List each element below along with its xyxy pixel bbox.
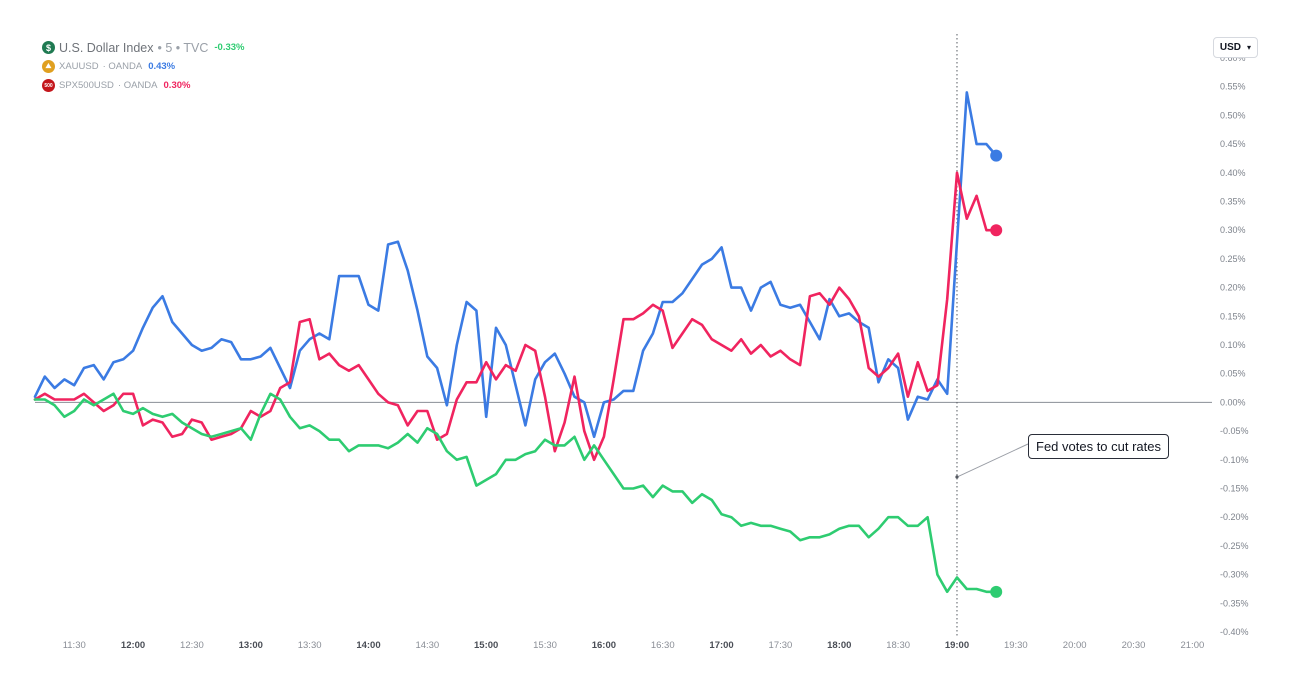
series-line-2 xyxy=(33,392,998,594)
x-tick-label: 14:30 xyxy=(415,640,439,651)
annotation-text: Fed votes to cut rates xyxy=(1036,439,1162,454)
x-tick-label: 17:00 xyxy=(709,640,733,651)
legend-symbol: U.S. Dollar Index xyxy=(59,40,154,55)
series-line-0 xyxy=(33,91,998,439)
x-tick-label: 17:30 xyxy=(769,640,793,651)
y-tick-label: 0.60% xyxy=(1220,53,1246,63)
y-axis: 0.60% 0.55% 0.50% 0.45% 0.40% 0.35% 0.30% 0.25%… xyxy=(1220,53,1249,637)
legend-row-xauusd[interactable]: ⛰ XAUUSD · OANDA 0.43% xyxy=(42,57,245,76)
y-tick-label: -0.35% xyxy=(1220,598,1249,608)
y-tick-label: -0.20% xyxy=(1220,512,1249,522)
y-tick-label: 0.10% xyxy=(1220,340,1246,350)
x-tick-label: 20:30 xyxy=(1122,640,1146,651)
chart-legend: $ U.S. Dollar Index • 5 • TVC -0.33% ⛰ X… xyxy=(42,38,245,95)
y-tick-label: 0.50% xyxy=(1220,110,1246,120)
y-tick-label: 0.05% xyxy=(1220,369,1246,379)
legend-source: • 5 • TVC xyxy=(157,40,209,55)
y-tick-label: 0.20% xyxy=(1220,283,1246,293)
y-tick-label: 0.30% xyxy=(1220,225,1246,235)
y-tick-label: 0.55% xyxy=(1220,82,1246,92)
y-tick-label: 0.00% xyxy=(1220,397,1246,407)
legend-change: -0.33% xyxy=(214,42,245,53)
x-tick-label: 16:00 xyxy=(592,640,616,651)
x-tick-label: 13:30 xyxy=(298,640,322,651)
x-tick-label: 13:00 xyxy=(239,640,263,651)
y-tick-label: 0.45% xyxy=(1220,139,1246,149)
y-tick-label: -0.10% xyxy=(1220,455,1249,465)
legend-symbol: SPX500USD xyxy=(59,80,114,91)
legend-source: · OANDA xyxy=(102,61,143,72)
y-tick-label: -0.40% xyxy=(1220,627,1249,637)
dollar-icon: $ xyxy=(42,41,55,54)
series-line-1 xyxy=(33,171,998,462)
legend-source: · OANDA xyxy=(117,80,158,91)
chart-series xyxy=(33,91,1003,598)
x-tick-label: 21:00 xyxy=(1180,640,1204,651)
chart-markers xyxy=(955,34,1029,638)
series-end-point-2 xyxy=(990,585,1003,598)
x-tick-label: 18:30 xyxy=(886,640,910,651)
x-tick-label: 19:00 xyxy=(945,640,969,651)
legend-row-spx500usd[interactable]: 500 SPX500USD · OANDA 0.30% xyxy=(42,76,245,95)
chevron-down-icon: ▾ xyxy=(1246,43,1251,52)
y-tick-label: -0.15% xyxy=(1220,484,1249,494)
x-tick-label: 14:00 xyxy=(356,640,380,651)
x-tick-label: 15:30 xyxy=(533,640,557,651)
gold-icon: ⛰ xyxy=(42,60,55,73)
x-tick-label: 11:30 xyxy=(63,640,86,651)
legend-row-dxy[interactable]: $ U.S. Dollar Index • 5 • TVC -0.33% xyxy=(42,38,245,57)
y-tick-label: 0.15% xyxy=(1220,311,1246,321)
y-tick-label: 0.40% xyxy=(1220,168,1246,178)
y-tick-label: 0.25% xyxy=(1220,254,1246,264)
annotation-leader-line xyxy=(956,443,1029,478)
y-tick-label: -0.05% xyxy=(1220,426,1249,436)
x-tick-label: 12:30 xyxy=(180,640,204,651)
annotation-anchor-point xyxy=(955,475,959,479)
legend-change: 0.30% xyxy=(163,80,191,91)
x-axis: 11:30 12:00 12:30 13:00 13:30 14:00 14:30 15:00… xyxy=(63,640,1205,651)
x-tick-label: 16:30 xyxy=(651,640,675,651)
legend-change: 0.43% xyxy=(148,61,176,72)
spx500-icon: 500 xyxy=(42,79,55,92)
y-tick-label: -0.25% xyxy=(1220,541,1249,551)
x-tick-label: 20:00 xyxy=(1063,640,1087,651)
currency-selector[interactable]: USD ▾ xyxy=(1212,37,1258,58)
annotation-callout[interactable]: Fed votes to cut rates xyxy=(1028,434,1170,459)
y-tick-label: -0.30% xyxy=(1220,570,1249,580)
x-tick-label: 19:30 xyxy=(1004,640,1028,651)
y-tick-label: 0.35% xyxy=(1220,197,1246,207)
x-tick-label: 12:00 xyxy=(121,640,145,651)
legend-symbol: XAUUSD xyxy=(59,61,99,72)
series-end-point-0 xyxy=(990,149,1003,162)
series-end-point-1 xyxy=(990,224,1003,237)
x-tick-label: 18:00 xyxy=(827,640,851,651)
currency-label: USD xyxy=(1219,42,1241,53)
x-tick-label: 15:00 xyxy=(474,640,498,651)
